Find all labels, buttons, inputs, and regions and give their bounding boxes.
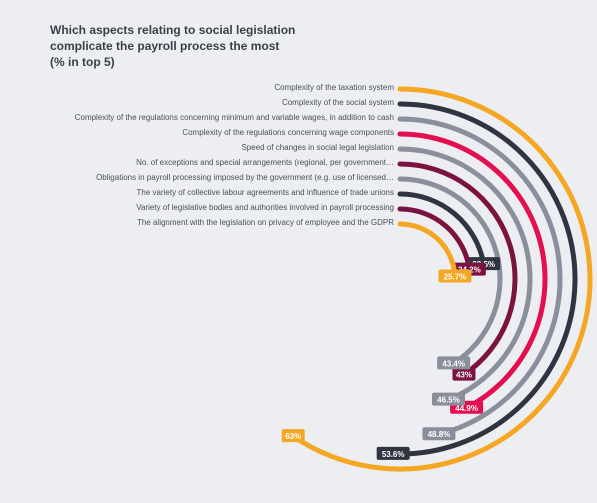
arc [400,194,484,264]
svg-text:63%: 63% [285,432,301,441]
value-badge: 43.4% [437,356,470,369]
arc [400,224,455,276]
category-label: Complexity of the regulations concerning… [75,113,394,122]
svg-text:48.8%: 48.8% [428,430,451,439]
category-label: Variety of legislative bodies and author… [136,203,394,212]
category-label: Complexity of the regulations concerning… [182,128,394,137]
title-line-2: complicate the payroll process the most [50,39,279,53]
svg-text:25.7%: 25.7% [444,272,467,281]
category-label: Speed of changes in social legal legisla… [241,143,394,152]
value-badge: 46.5% [432,393,465,406]
category-label: No. of exceptions and special arrangemen… [136,158,394,167]
category-label: Obligations in payroll processing impose… [96,173,394,182]
svg-text:46.5%: 46.5% [437,396,460,405]
chart-title: Which aspects relating to social legisla… [50,22,295,71]
svg-text:43.4%: 43.4% [442,359,465,368]
value-badge: 43% [452,368,475,381]
value-badge: 48.8% [422,427,455,440]
svg-text:53.6%: 53.6% [382,450,405,459]
radial-chart: 63%53.6%48.8%44.9%46.5%43%43.4%23.5%24.2… [0,86,597,496]
value-badge: 63% [282,429,305,442]
title-line-3: (% in top 5) [50,55,115,69]
category-label: The variety of collective labour agreeme… [137,188,394,197]
svg-text:43%: 43% [456,371,472,380]
category-label: Complexity of the social system [282,98,394,107]
category-label: Complexity of the taxation system [274,83,394,92]
title-line-1: Which aspects relating to social legisla… [50,23,295,37]
value-badge: 25.7% [438,269,471,282]
category-label: The alignment with the legislation on pr… [137,218,394,227]
value-badge: 53.6% [377,447,410,460]
